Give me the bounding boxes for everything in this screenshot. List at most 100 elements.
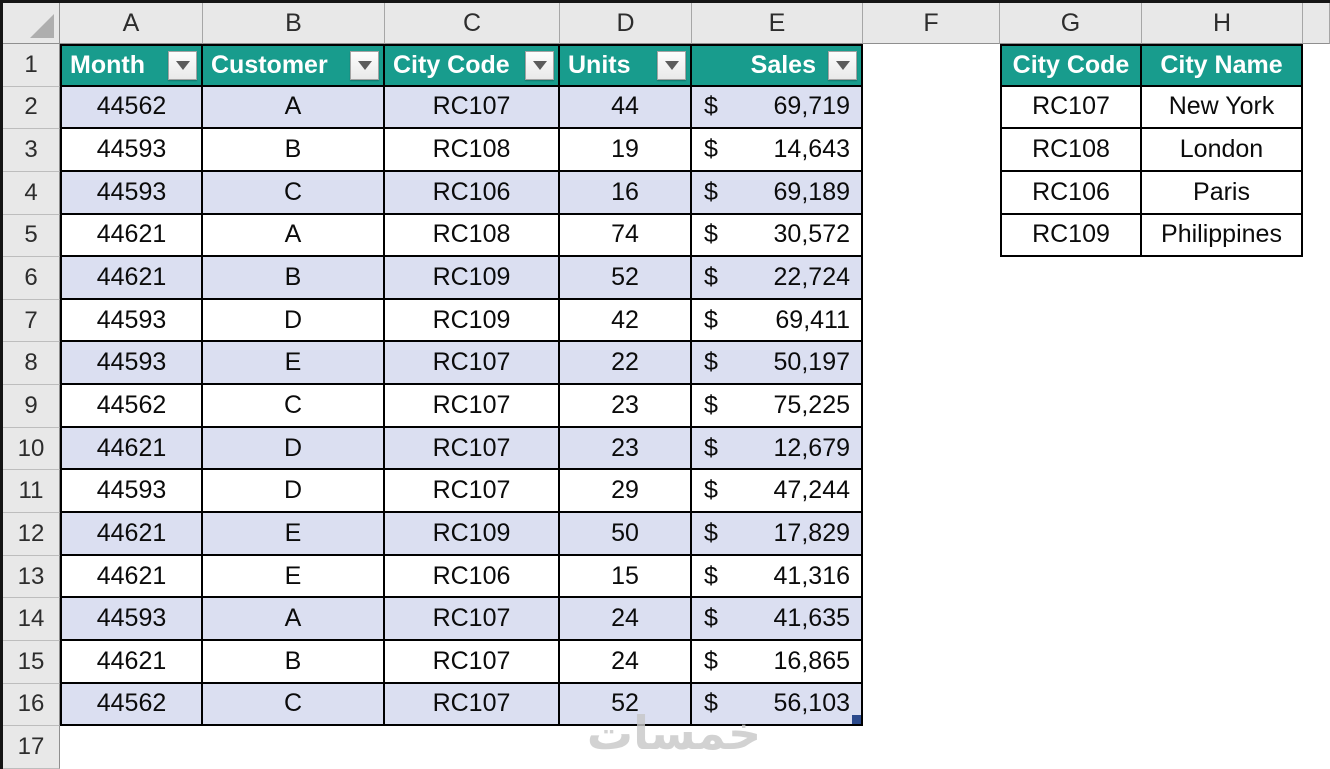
cell-customer-row16[interactable]: C <box>203 683 385 727</box>
cell-units-row3[interactable]: 19 <box>560 129 692 172</box>
cell-units-row9[interactable]: 23 <box>560 385 692 428</box>
cell-month-row8[interactable]: 44593 <box>60 342 203 386</box>
lookup-cell-code-row3[interactable]: RC108 <box>1000 129 1142 172</box>
header-cell-city-code[interactable]: City Code <box>385 44 560 87</box>
cell-sales-row9[interactable]: $75,225 <box>692 385 863 428</box>
cell-sales-row16[interactable]: $56,103 <box>692 683 863 727</box>
cell-month-row7[interactable]: 44593 <box>60 299 203 343</box>
row-header-17[interactable]: 17 <box>3 726 60 769</box>
selection-fill-handle[interactable] <box>852 715 861 725</box>
cell-customer-row13[interactable]: E <box>203 555 385 599</box>
row-header-15[interactable]: 15 <box>3 640 60 684</box>
filter-button[interactable] <box>168 50 197 80</box>
cell-month-row12[interactable]: 44621 <box>60 513 203 556</box>
cell-city-code-row5[interactable]: RC108 <box>385 214 560 258</box>
cell-customer-row11[interactable]: D <box>203 470 385 514</box>
cell-sales-row5[interactable]: $30,572 <box>692 214 863 258</box>
filter-button[interactable] <box>657 50 686 80</box>
lookup-header-city-code[interactable]: City Code <box>1000 44 1142 87</box>
cell-sales-row2[interactable]: $69,719 <box>692 86 863 130</box>
cell-month-row3[interactable]: 44593 <box>60 129 203 172</box>
cell-sales-row11[interactable]: $47,244 <box>692 470 863 514</box>
cell-city-code-row11[interactable]: RC107 <box>385 470 560 514</box>
cell-month-row6[interactable]: 44621 <box>60 257 203 300</box>
cell-sales-row10[interactable]: $12,679 <box>692 427 863 471</box>
cell-units-row11[interactable]: 29 <box>560 470 692 514</box>
row-header-12[interactable]: 12 <box>3 513 60 556</box>
row-header-1[interactable]: 1 <box>3 44 60 87</box>
header-cell-month[interactable]: Month <box>60 44 203 87</box>
cell-units-row5[interactable]: 74 <box>560 214 692 258</box>
column-header-F[interactable]: F <box>863 3 1000 44</box>
cell-city-code-row16[interactable]: RC107 <box>385 683 560 727</box>
cell-month-row5[interactable]: 44621 <box>60 214 203 258</box>
cell-city-code-row4[interactable]: RC106 <box>385 171 560 215</box>
cell-units-row13[interactable]: 15 <box>560 555 692 599</box>
cell-customer-row7[interactable]: D <box>203 299 385 343</box>
lookup-cell-code-row4[interactable]: RC106 <box>1000 171 1142 215</box>
cell-units-row10[interactable]: 23 <box>560 427 692 471</box>
cell-city-code-row15[interactable]: RC107 <box>385 640 560 684</box>
cell-sales-row7[interactable]: $69,411 <box>692 299 863 343</box>
row-header-4[interactable]: 4 <box>3 171 60 215</box>
filter-button[interactable] <box>525 50 554 80</box>
row-header-10[interactable]: 10 <box>3 427 60 471</box>
cell-month-row9[interactable]: 44562 <box>60 385 203 428</box>
cell-customer-row9[interactable]: C <box>203 385 385 428</box>
lookup-header-city-name[interactable]: City Name <box>1142 44 1303 87</box>
cell-city-code-row2[interactable]: RC107 <box>385 86 560 130</box>
cell-customer-row2[interactable]: A <box>203 86 385 130</box>
cell-city-code-row7[interactable]: RC109 <box>385 299 560 343</box>
lookup-cell-city-row3[interactable]: London <box>1142 129 1303 172</box>
cell-sales-row4[interactable]: $69,189 <box>692 171 863 215</box>
cell-customer-row15[interactable]: B <box>203 640 385 684</box>
cell-units-row6[interactable]: 52 <box>560 257 692 300</box>
row-header-16[interactable]: 16 <box>3 683 60 727</box>
row-header-13[interactable]: 13 <box>3 555 60 599</box>
cell-customer-row12[interactable]: E <box>203 513 385 556</box>
cell-month-row13[interactable]: 44621 <box>60 555 203 599</box>
row-header-3[interactable]: 3 <box>3 129 60 172</box>
cell-units-row4[interactable]: 16 <box>560 171 692 215</box>
cell-month-row11[interactable]: 44593 <box>60 470 203 514</box>
column-header-D[interactable]: D <box>560 3 692 44</box>
cell-city-code-row12[interactable]: RC109 <box>385 513 560 556</box>
cell-units-row16[interactable]: 52 <box>560 683 692 727</box>
row-header-11[interactable]: 11 <box>3 470 60 514</box>
cell-units-row14[interactable]: 24 <box>560 598 692 641</box>
cell-customer-row10[interactable]: D <box>203 427 385 471</box>
cell-units-row7[interactable]: 42 <box>560 299 692 343</box>
cell-city-code-row14[interactable]: RC107 <box>385 598 560 641</box>
column-header-A[interactable]: A <box>60 3 203 44</box>
row-header-7[interactable]: 7 <box>3 299 60 343</box>
cell-customer-row14[interactable]: A <box>203 598 385 641</box>
header-cell-sales[interactable]: Sales <box>692 44 863 87</box>
cell-sales-row13[interactable]: $41,316 <box>692 555 863 599</box>
cell-customer-row3[interactable]: B <box>203 129 385 172</box>
row-header-2[interactable]: 2 <box>3 86 60 130</box>
header-cell-customer[interactable]: Customer <box>203 44 385 87</box>
lookup-cell-code-row5[interactable]: RC109 <box>1000 214 1142 258</box>
cell-city-code-row3[interactable]: RC108 <box>385 129 560 172</box>
cell-city-code-row6[interactable]: RC109 <box>385 257 560 300</box>
lookup-cell-code-row2[interactable]: RC107 <box>1000 86 1142 130</box>
cell-sales-row8[interactable]: $50,197 <box>692 342 863 386</box>
column-header-spacer[interactable] <box>1303 3 1330 44</box>
cell-sales-row14[interactable]: $41,635 <box>692 598 863 641</box>
cell-city-code-row8[interactable]: RC107 <box>385 342 560 386</box>
column-header-E[interactable]: E <box>692 3 863 44</box>
column-header-B[interactable]: B <box>203 3 385 44</box>
cell-city-code-row13[interactable]: RC106 <box>385 555 560 599</box>
cell-sales-row3[interactable]: $14,643 <box>692 129 863 172</box>
lookup-cell-city-row5[interactable]: Philippines <box>1142 214 1303 258</box>
lookup-cell-city-row2[interactable]: New York <box>1142 86 1303 130</box>
cell-city-code-row10[interactable]: RC107 <box>385 427 560 471</box>
column-header-G[interactable]: G <box>1000 3 1142 44</box>
lookup-cell-city-row4[interactable]: Paris <box>1142 171 1303 215</box>
cell-sales-row15[interactable]: $16,865 <box>692 640 863 684</box>
cell-month-row2[interactable]: 44562 <box>60 86 203 130</box>
filter-button[interactable] <box>350 50 379 80</box>
row-header-9[interactable]: 9 <box>3 385 60 428</box>
column-header-C[interactable]: C <box>385 3 560 44</box>
cell-month-row14[interactable]: 44593 <box>60 598 203 641</box>
